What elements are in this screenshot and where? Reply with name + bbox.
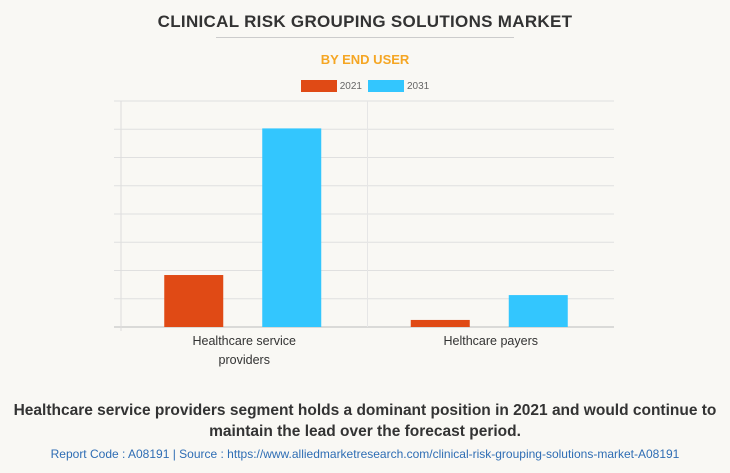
chart-subtitle: BY END USER: [320, 52, 410, 67]
bar-2031-1: [508, 295, 568, 327]
legend-item-2021[interactable]: 2021: [300, 80, 362, 92]
bar-2021-0: [164, 275, 224, 327]
bar-2021-1: [410, 319, 470, 327]
chart-title: CLINICAL RISK GROUPING SOLUTIONS MARKET: [157, 12, 573, 31]
title-divider: [216, 37, 514, 38]
legend-label: 2031: [407, 80, 430, 92]
insight-text: Healthcare service providers segment hol…: [13, 402, 717, 440]
x-tick-label: providers: [219, 353, 270, 367]
legend: 2021 2031: [0, 80, 730, 92]
legend-label: 2021: [339, 80, 362, 92]
bar-2031-0: [262, 128, 322, 327]
legend-swatch: [300, 80, 337, 92]
legend-swatch: [368, 80, 404, 92]
x-tick-label: Healthcare service: [192, 334, 296, 348]
bar-chart: Healthcare service providers Helthcare pay…: [114, 100, 614, 367]
x-tick-label: Helthcare payers: [444, 334, 539, 348]
legend-item-2031[interactable]: 2031: [368, 80, 429, 92]
source-text[interactable]: Report Code : A08191 | Source : https://…: [50, 447, 680, 461]
